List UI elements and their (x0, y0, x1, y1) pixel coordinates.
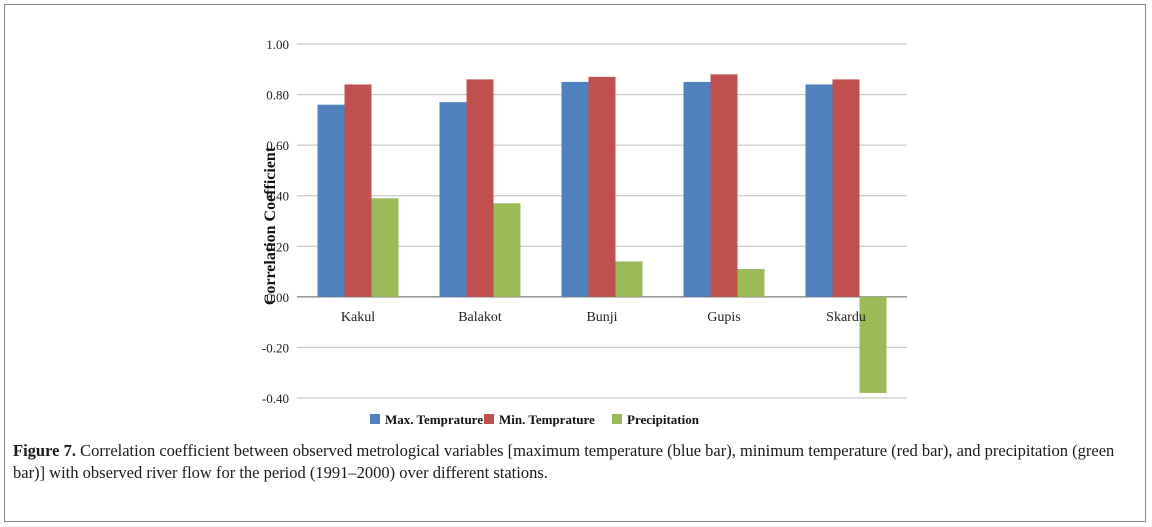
bar-bunji-min-temprature (588, 76, 616, 297)
x-axis-categories: Kakul Balakot Bunji Gupis Skardu (341, 310, 866, 325)
y-tick-label: 0.80 (266, 88, 289, 103)
x-category-label: Bunji (586, 310, 617, 325)
bar-gupis-min-temprature (710, 74, 738, 297)
bar-skardu-precipitation (859, 296, 887, 393)
y-tick-label: -0.40 (262, 391, 289, 406)
y-tick-label: -0.20 (262, 340, 289, 355)
bar-kakul-min-temprature (344, 84, 372, 297)
legend: Max. Temprature Min. Temprature Precipitat… (370, 412, 700, 427)
y-tick-label: 0.20 (266, 239, 289, 254)
x-category-label: Balakot (458, 310, 502, 325)
figure-label: Figure 7. (13, 441, 76, 460)
figure-caption: Figure 7. Correlation coefficient betwee… (13, 440, 1133, 484)
y-axis-ticks: 1.00 0.80 0.60 0.40 0.20 0.00 -0.20 -0.40 (262, 37, 289, 406)
legend-label: Max. Temprature (385, 412, 483, 427)
y-tick-label: 1.00 (266, 37, 289, 52)
legend-swatch (370, 414, 380, 424)
y-axis-label: Correlation Coefficient (262, 146, 279, 305)
x-category-label: Kakul (341, 310, 375, 325)
bar-skardu-max-temprature (805, 84, 833, 297)
bar-chart: 1.00 0.80 0.60 0.40 0.20 0.00 -0.20 -0.40 Kakul… (262, 37, 907, 427)
legend-swatch (484, 414, 494, 424)
legend-swatch (612, 414, 622, 424)
legend-label: Precipitation (627, 412, 700, 427)
bars (317, 74, 887, 393)
bar-skardu-min-temprature (832, 79, 860, 297)
bar-gupis-max-temprature (683, 81, 711, 297)
bar-gupis-precipitation (737, 269, 765, 297)
bar-kakul-max-temprature (317, 104, 345, 297)
y-tick-label: 0.40 (266, 189, 289, 204)
bar-balakot-precipitation (493, 203, 521, 297)
y-tick-label: 0.00 (266, 290, 289, 305)
bar-bunji-max-temprature (561, 81, 589, 297)
bar-balakot-max-temprature (439, 102, 467, 297)
bar-balakot-min-temprature (466, 79, 494, 297)
caption-text: Correlation coefficient between observed… (13, 441, 1115, 482)
bar-kakul-precipitation (371, 198, 399, 297)
legend-label: Min. Temprature (499, 412, 595, 427)
x-category-label: Gupis (707, 310, 740, 325)
bar-bunji-precipitation (615, 261, 643, 297)
x-category-label: Skardu (826, 310, 866, 325)
y-tick-label: 0.60 (266, 138, 289, 153)
